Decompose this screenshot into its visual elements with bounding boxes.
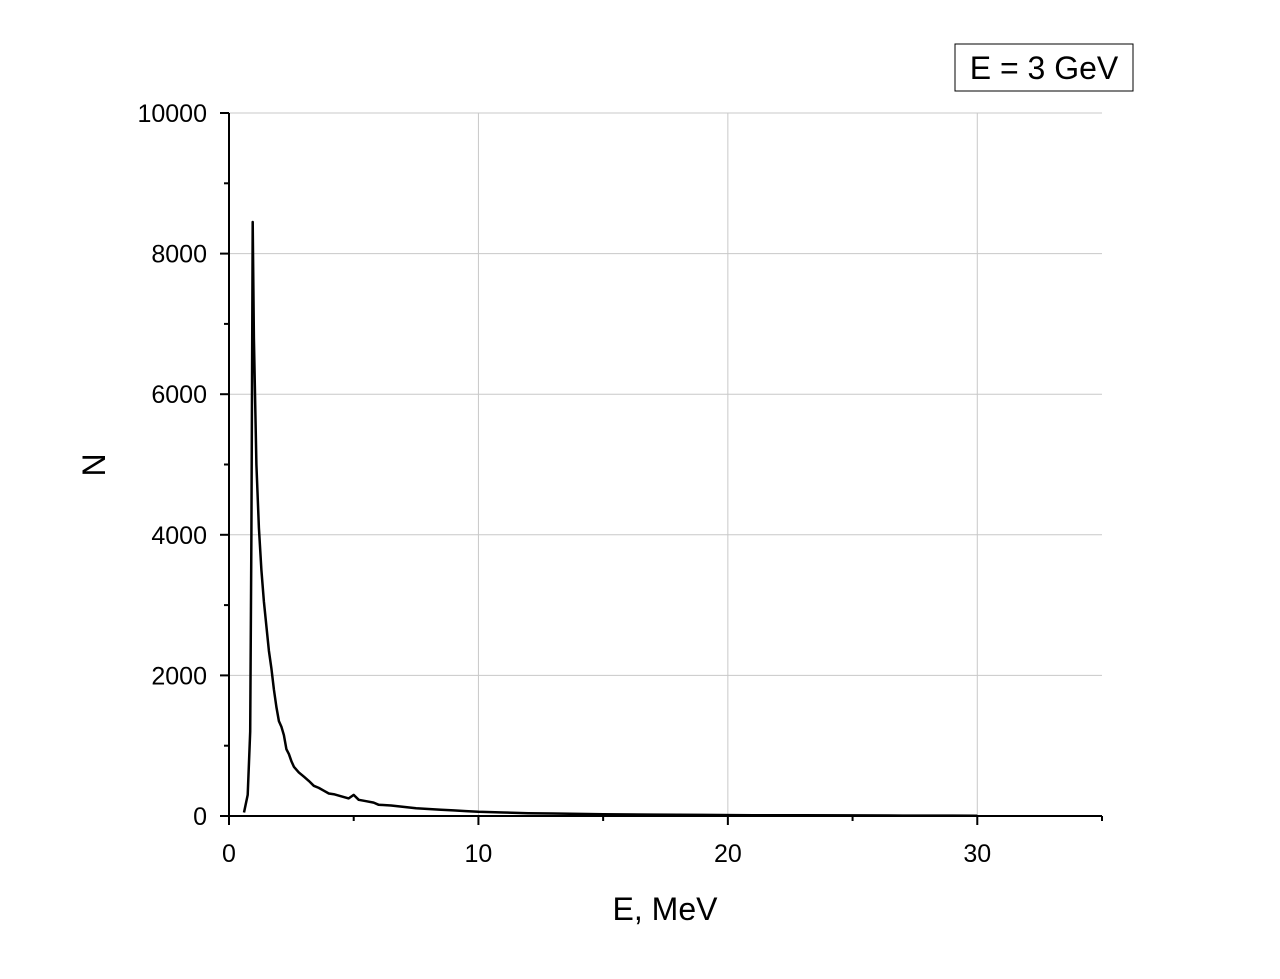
grid <box>229 112 1102 816</box>
x-tick-label: 10 <box>465 840 493 868</box>
x-tick-label: 30 <box>963 840 991 868</box>
legend: E = 3 GeV <box>954 43 1134 92</box>
y-tick-label: 2000 <box>151 662 207 690</box>
x-tick-label: 20 <box>714 840 742 868</box>
x-tick-label: 0 <box>222 840 236 868</box>
x-axis-title: E, MeV <box>613 891 719 927</box>
series <box>242 220 978 817</box>
series-line <box>242 220 978 817</box>
y-axis-title: N <box>76 453 112 476</box>
legend-box <box>954 43 1134 92</box>
y-tick-label: 0 <box>193 803 207 831</box>
legend-label: E = 3 GeV <box>970 50 1119 86</box>
y-tick-label: 6000 <box>151 381 207 409</box>
y-tick-label: 8000 <box>151 241 207 269</box>
axes <box>228 113 1102 817</box>
y-tick-label: 10000 <box>137 100 207 128</box>
y-tick-label: 4000 <box>151 522 207 550</box>
ticks: 0 10 20 30 0 2000 4000 6000 8000 10000 <box>137 100 1103 868</box>
